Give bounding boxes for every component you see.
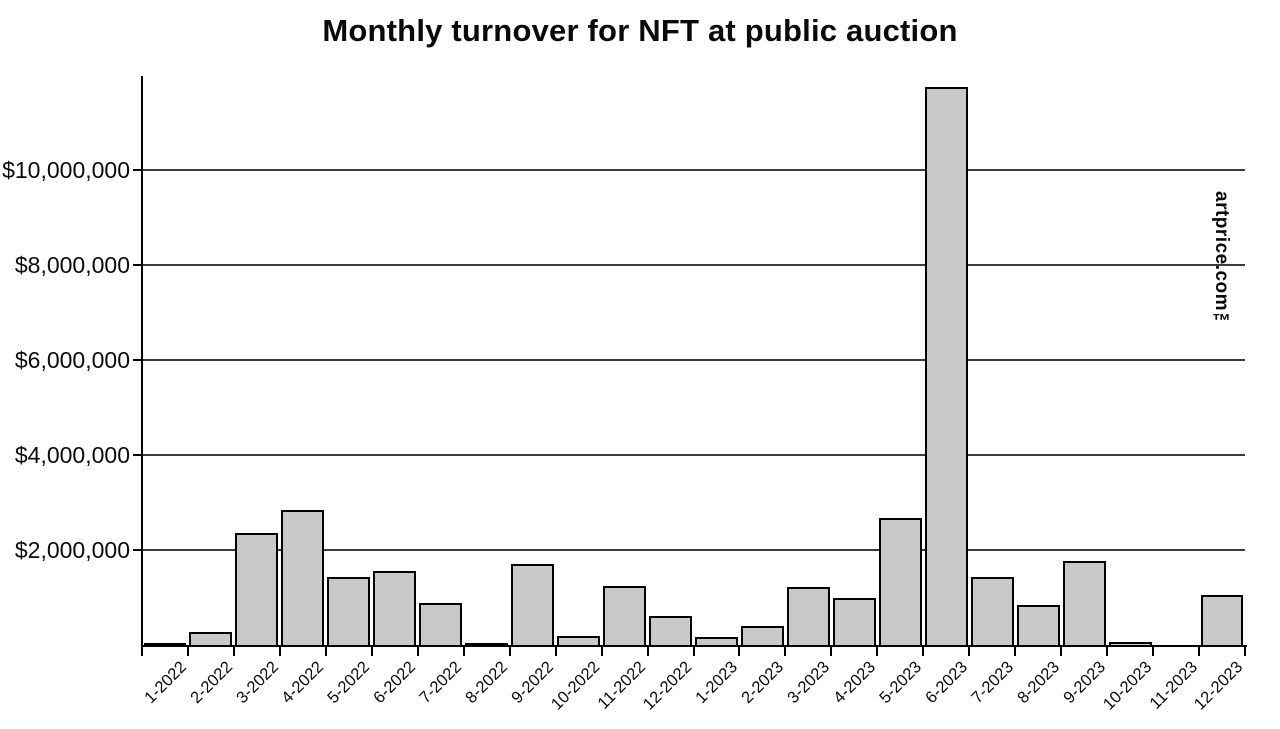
x-axis-tick	[508, 645, 511, 656]
bar-9-2023	[1062, 561, 1106, 647]
x-axis-tick	[554, 645, 557, 656]
x-axis-tick	[876, 645, 879, 656]
x-axis-tick	[968, 645, 971, 656]
x-tick-label: 3-2023	[784, 658, 834, 708]
x-axis-tick	[646, 645, 649, 656]
x-axis-tick	[1060, 645, 1063, 656]
x-tick-label: 8-2022	[462, 658, 512, 708]
gridline	[142, 549, 1245, 551]
x-axis-tick	[922, 645, 925, 656]
x-axis-tick	[324, 645, 327, 656]
y-axis-tick	[133, 264, 142, 266]
bar-12-2022	[649, 615, 692, 647]
x-axis-tick	[1244, 645, 1246, 656]
x-tick-label: 1-2022	[140, 658, 190, 708]
watermark-artprice: artprice.com™	[1211, 191, 1232, 333]
x-tick-label: 2-2023	[738, 658, 788, 708]
bar-8-2023	[1016, 604, 1060, 647]
x-axis-tick	[370, 645, 373, 656]
x-axis-tick	[186, 645, 189, 656]
x-tick-label: 10-2023	[1099, 658, 1155, 714]
x-tick-label: 7-2023	[967, 658, 1017, 708]
x-tick-label: 3-2022	[232, 658, 282, 708]
bar-12-2023	[1200, 595, 1244, 647]
x-axis-tick	[738, 645, 741, 656]
x-tick-label: 12-2022	[639, 658, 696, 714]
y-axis-tick	[133, 454, 142, 456]
y-tick-label: $8,000,000	[14, 252, 130, 278]
bar-3-2023	[786, 586, 830, 647]
x-tick-label: 4-2023	[830, 658, 880, 708]
bar-5-2023	[878, 517, 922, 647]
x-tick-label: 11-2023	[1146, 658, 1201, 713]
bar-9-2022	[511, 564, 555, 647]
y-tick-label: $4,000,000	[14, 442, 130, 468]
x-tick-label: 6-2022	[370, 658, 420, 708]
x-tick-label: 6-2023	[921, 658, 972, 708]
x-axis-tick	[830, 645, 833, 656]
x-tick-label: 2-2022	[186, 658, 236, 708]
y-axis-tick	[133, 359, 142, 361]
x-axis-tick	[1198, 645, 1201, 656]
gridline	[142, 264, 1245, 266]
chart-title: Monthly turnover for NFT at public aucti…	[322, 13, 958, 48]
x-axis-tick	[600, 645, 603, 656]
y-tick-label: $2,000,000	[14, 537, 130, 563]
gridline	[142, 169, 1245, 171]
x-tick-label: 1-2023	[692, 658, 742, 708]
gridline	[142, 454, 1245, 456]
bar-6-2022	[373, 570, 417, 647]
x-tick-label: 7-2022	[416, 658, 466, 708]
x-tick-label: 5-2022	[324, 658, 374, 708]
x-axis-tick	[232, 645, 235, 656]
bar-2-2023	[740, 626, 784, 647]
x-axis-tick	[784, 645, 787, 656]
x-axis-tick	[141, 645, 143, 656]
bar-3-2022	[235, 533, 279, 647]
x-axis-tick	[278, 645, 281, 656]
bar-7-2023	[970, 576, 1014, 647]
x-axis-tick	[1152, 645, 1155, 656]
x-tick-label: 10-2022	[547, 658, 604, 714]
x-axis-tick	[462, 645, 465, 656]
x-tick-label: 5-2023	[875, 658, 926, 708]
bar-6-2023	[924, 86, 968, 647]
bar-4-2022	[281, 509, 325, 647]
x-axis-tick	[1106, 645, 1109, 656]
x-tick-label: 4-2022	[278, 658, 328, 708]
x-axis	[142, 645, 1247, 647]
y-axis-tick	[133, 549, 142, 551]
x-axis-tick	[416, 645, 419, 656]
x-axis-tick	[692, 645, 695, 656]
bar-5-2022	[327, 576, 371, 647]
gridline	[142, 359, 1245, 361]
bar-11-2022	[603, 585, 647, 647]
x-tick-label: 8-2023	[1013, 658, 1063, 708]
bar-4-2023	[832, 598, 876, 647]
y-tick-label: $6,000,000	[14, 347, 130, 373]
y-axis-tick	[133, 169, 142, 171]
y-tick-label: $10,000,000	[2, 157, 130, 183]
y-axis	[141, 76, 143, 648]
x-tick-label: 12-2023	[1191, 658, 1247, 714]
x-tick-label: 11-2022	[594, 658, 650, 713]
x-axis-tick	[1014, 645, 1017, 656]
bar-7-2022	[419, 602, 463, 647]
